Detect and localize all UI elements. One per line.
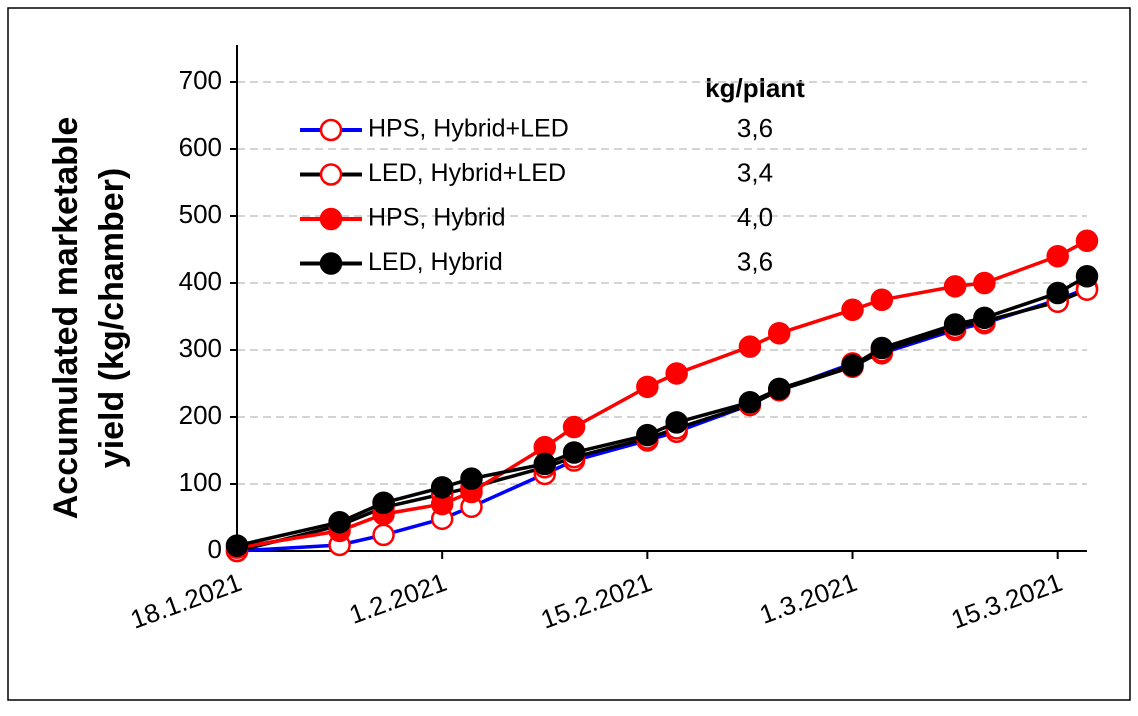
- y-axis-title: yield (kg/chamber): [93, 168, 131, 468]
- data-point: [767, 377, 791, 401]
- data-point: [665, 362, 688, 385]
- y-tick-label: 0: [208, 534, 222, 564]
- y-tick-label: 700: [179, 65, 222, 95]
- legend-label: LED, Hybrid+LED: [368, 159, 566, 187]
- legend-label: LED, Hybrid: [368, 248, 503, 276]
- data-point: [973, 271, 996, 295]
- annotation-value: 3,6: [737, 246, 773, 276]
- y-tick-label: 200: [179, 400, 222, 430]
- data-point: [328, 510, 351, 534]
- data-point: [738, 391, 762, 414]
- data-point: [767, 322, 791, 345]
- data-point: [943, 313, 967, 336]
- data-point: [1046, 281, 1069, 305]
- data-point: [841, 354, 864, 377]
- data-point: [430, 476, 454, 499]
- legend-marker: [319, 252, 343, 275]
- y-tick-label: 500: [179, 199, 222, 229]
- annotation-value: 4,0: [737, 202, 773, 232]
- data-point: [562, 441, 586, 464]
- data-point: [636, 423, 659, 447]
- data-point: [636, 375, 659, 399]
- data-point: [738, 335, 762, 358]
- legend-label: HPS, Hybrid: [368, 204, 506, 232]
- legend-marker: [319, 207, 343, 231]
- data-point: [870, 336, 894, 360]
- data-point: [1075, 229, 1099, 253]
- data-point: [225, 534, 249, 557]
- data-point: [533, 452, 557, 476]
- annotation-value: 3,6: [737, 113, 773, 143]
- data-point: [1075, 265, 1099, 288]
- data-point: [372, 523, 395, 547]
- y-axis-title: Accumulated marketable: [47, 117, 85, 520]
- data-point: [562, 415, 586, 439]
- y-tick-label: 600: [179, 132, 222, 162]
- chart-border: [7, 7, 1131, 701]
- data-point: [372, 491, 395, 515]
- y-tick-label: 400: [179, 266, 222, 296]
- annotation-title: kg/plant: [705, 73, 805, 103]
- data-point: [665, 411, 688, 434]
- data-point: [1046, 244, 1069, 268]
- legend-marker: [319, 163, 343, 186]
- y-tick-label: 300: [179, 333, 222, 363]
- legend-marker: [319, 118, 343, 142]
- data-point: [841, 298, 864, 322]
- y-tick-label: 100: [179, 467, 222, 497]
- data-point: [460, 467, 483, 490]
- data-point: [973, 306, 996, 330]
- annotation-value: 3,4: [737, 157, 773, 187]
- data-point: [943, 275, 967, 298]
- legend-label: HPS, Hybrid+LED: [368, 115, 569, 143]
- data-point: [870, 288, 894, 311]
